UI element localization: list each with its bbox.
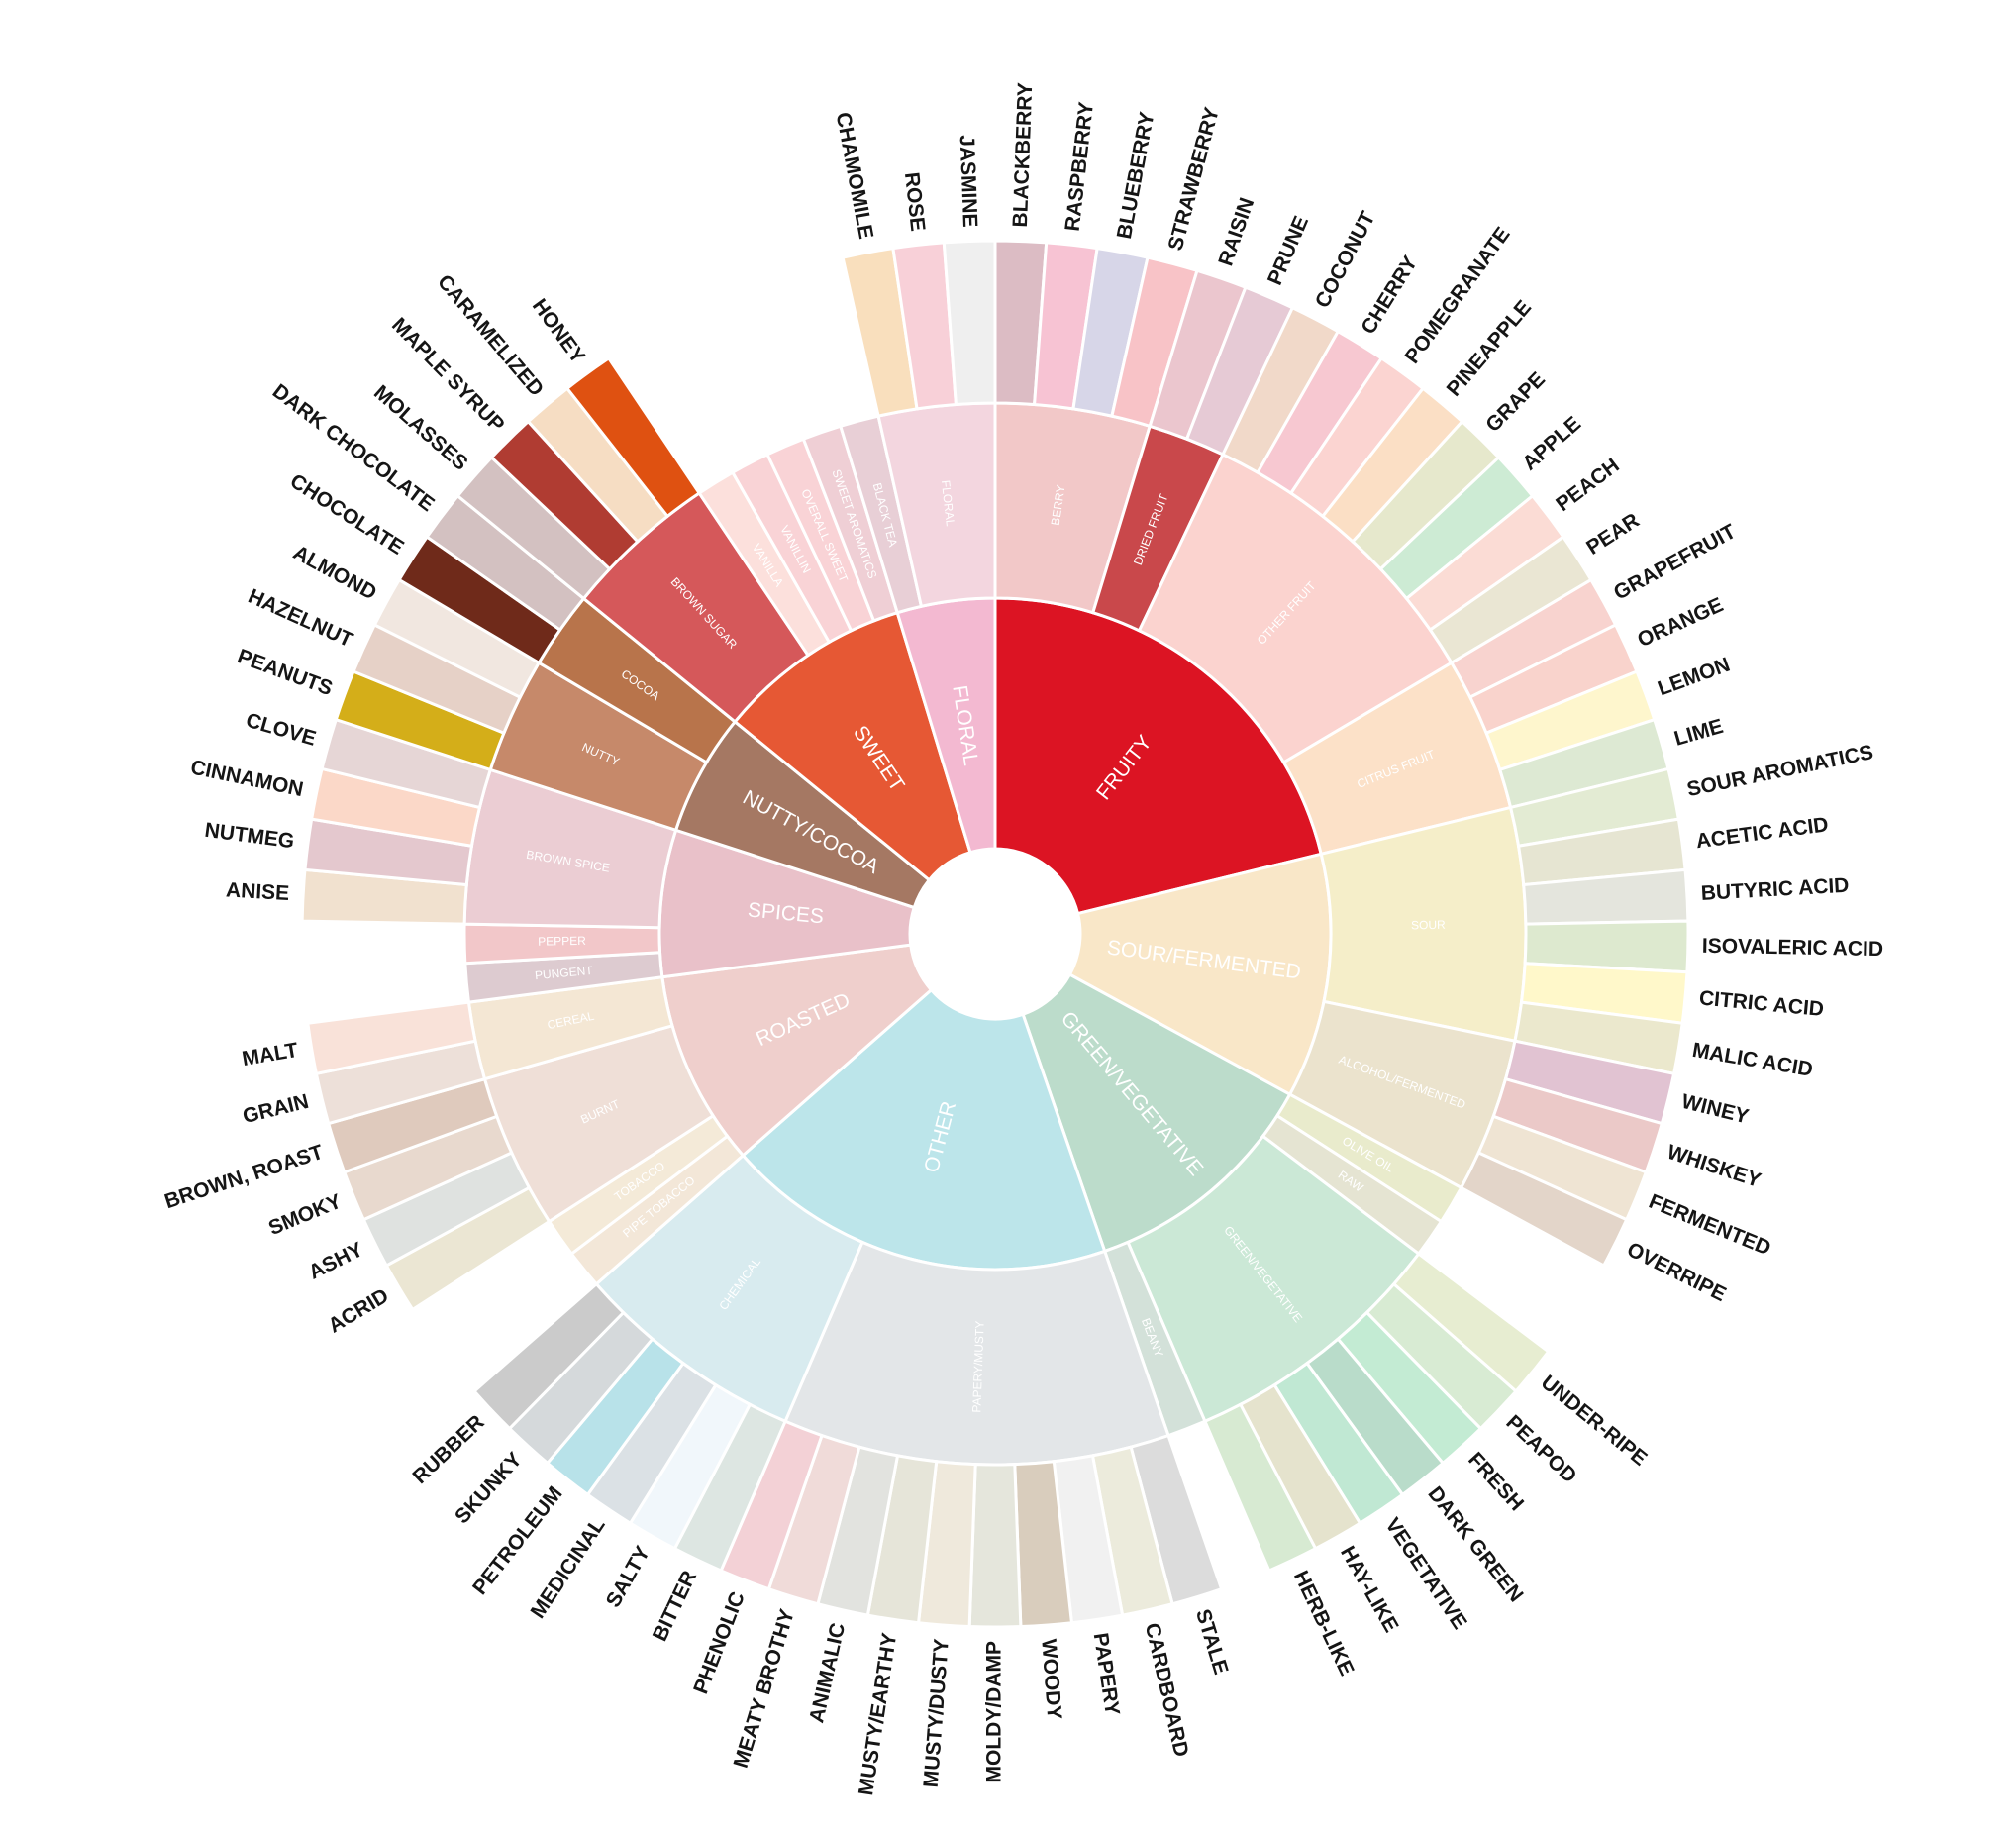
segment-label: ANIMALIC [805,1621,850,1725]
segment-label: MOLDY/DAMP [983,1641,1006,1783]
segment-label: PEACH [1552,454,1624,516]
segment-label: LEMON [1655,654,1733,701]
segment-label: MUSTY/DUSTY [920,1638,954,1788]
segment-label: CARDBOARD [1141,1621,1193,1759]
segment-label: ACETIC ACID [1694,813,1829,853]
segment-label: PRUNE [1263,213,1313,289]
segment-label: MALIC ACID [1690,1039,1814,1081]
segment-label: FLORAL [939,479,958,527]
segment-label: ISOVALERIC ACID [1702,935,1884,961]
segment-label: PAPERY [1089,1631,1124,1717]
segment-label: APPLE [1518,412,1585,474]
segment-label: CITRIC ACID [1698,986,1825,1021]
segment-label: SOUR [1411,918,1446,933]
segment-label: ALMOND [289,541,380,604]
segment-label: MEATY BROTHY [730,1606,799,1771]
segment-label: RASPBERRY [1061,101,1098,233]
segment-label: OVERRIPE [1623,1238,1729,1306]
segment-label: MALT [241,1039,300,1070]
segment-label: HERB-LIKE [1289,1568,1359,1679]
segment-label: PEPPER [538,934,586,949]
segment-label: PEAPOD [1501,1411,1580,1488]
segment-label: BLACKBERRY [1009,82,1037,228]
segment-label: PAPERY/MUSTY [969,1320,986,1412]
segment-label: ASHY [305,1238,366,1284]
segment-label: ACRID [325,1284,393,1338]
segment-label: PHENOLIC [689,1588,750,1696]
segment-label: GRAIN [241,1090,311,1128]
segment-label: ORANGE [1634,593,1726,652]
segment [942,239,997,407]
segment-label: CLOVE [244,709,319,751]
segment-label: RUBBER [409,1411,489,1488]
segment-label: PEANUTS [235,645,336,700]
segment-label: STALE [1191,1606,1233,1677]
segment-label: JASMINE [956,135,981,228]
segment-label: STRAWBERRY [1164,105,1224,254]
segment-label: BITTER [649,1568,701,1645]
segment-label: PEAR [1582,509,1644,560]
segment-label: BLUEBERRY [1113,110,1159,241]
segment-label: DARK CHOCOLATE [268,379,439,516]
segment-label: HONEY [528,295,590,368]
segment-label: MUSTY/EARTHY [855,1631,901,1796]
segment-label: CHAMOMILE [832,111,877,242]
segment-label: SMOKY [265,1190,345,1240]
segment-label: BUTYRIC ACID [1700,874,1850,905]
segment-label: FRESH [1463,1448,1528,1515]
segment-label: HAZELNUT [245,585,356,653]
segment [967,1463,1023,1629]
segment-label: PUNGENT [534,964,593,982]
segment-label: LIME [1671,715,1726,751]
segment-label: SALTY [602,1542,655,1611]
segment-label: WINEY [1679,1090,1751,1129]
segment-label: ROSE [900,171,929,233]
segment-label: ANISE [225,878,289,905]
segment-label: SKUNKY [451,1448,527,1528]
segment-label: COCONUT [1311,208,1380,312]
segment-label: NUTMEG [203,819,295,854]
segment-label: GRAPE [1481,367,1550,436]
segment-label: HAY-LIKE [1336,1542,1403,1636]
segment-label: BROWN, ROAST [161,1141,326,1213]
segment-label: SOUR AROMATICS [1685,741,1875,801]
segment-label: WOODY [1037,1638,1065,1720]
segment-label: FERMENTED [1646,1190,1774,1261]
segment-label: CHERRY [1357,253,1422,339]
segment-label: BERRY [1049,484,1068,527]
segment-label: WHISKEY [1664,1141,1764,1192]
segment-label: RAISIN [1214,195,1259,269]
segment-label: CINNAMON [188,756,305,801]
